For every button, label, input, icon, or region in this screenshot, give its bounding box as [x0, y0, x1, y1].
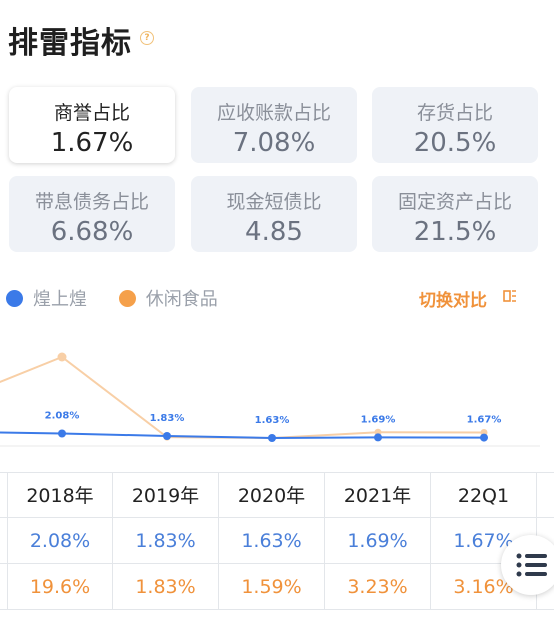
page-title: 排雷指标 [8, 26, 132, 61]
table-header-cell: 2021年 [325, 472, 431, 518]
table-edge-cell [0, 564, 8, 610]
table-edge-cell [537, 564, 554, 610]
card-value: 21.5% [413, 217, 497, 247]
table-cell-series2: 3.23% [325, 564, 431, 610]
series1-data-label: 1.63% [255, 415, 290, 426]
card-value: 6.68% [50, 217, 134, 247]
series-line-休闲食品 [0, 355, 485, 440]
series-line-煌上煌 [0, 431, 485, 440]
chart-legend: 煌上煌 休闲食品 [6, 285, 218, 311]
card-fixed-assets-ratio[interactable]: 固定资产占比 21.5% [372, 176, 538, 252]
table-cell-series1: 1.83% [113, 518, 219, 564]
legend-series2-label[interactable]: 休闲食品 [145, 289, 218, 310]
card-value: 1.67% [50, 128, 134, 158]
table-edge-cell [0, 518, 8, 564]
card-value: 7.08% [232, 128, 316, 158]
legend-dot-icon [6, 290, 23, 307]
float-menu-button[interactable] [501, 535, 554, 595]
table-edge-cell [0, 472, 8, 518]
card-label: 应收账款占比 [216, 102, 331, 124]
series2-point [57, 352, 67, 362]
table-cell-series1: 2.08% [8, 518, 113, 564]
series1-data-label: 1.67% [467, 415, 502, 426]
series1-data-label: 1.83% [150, 413, 185, 424]
card-label: 存货占比 [416, 102, 493, 124]
legend-series1-label[interactable]: 煌上煌 [33, 289, 87, 310]
question-circle-icon[interactable]: ? [140, 31, 154, 45]
series1-point [268, 434, 276, 442]
table-cell-series1: 1.69% [325, 518, 431, 564]
card-receivables-ratio[interactable]: 应收账款占比 7.08% [191, 87, 357, 163]
card-cash-short-debt-ratio[interactable]: 现金短债比 4.85 [191, 176, 357, 252]
card-interest-debt-ratio[interactable]: 带息债务占比 6.68% [9, 176, 175, 252]
card-label: 带息债务占比 [34, 191, 149, 213]
series1-data-label: 1.69% [361, 414, 396, 425]
table-cell-series2: 1.59% [219, 564, 325, 610]
table-edge-cell [537, 472, 554, 518]
series1-data-label: 2.08% [45, 411, 80, 422]
line-chart: 2.08% 1.83% 1.63% 1.69% 1.67% [0, 352, 540, 447]
table-header-cell: 2018年 [8, 472, 113, 518]
table-cell-series2: 1.83% [113, 564, 219, 610]
table-cell-series1: 1.63% [219, 518, 325, 564]
series1-point [58, 429, 66, 438]
card-label: 固定资产占比 [397, 191, 512, 213]
legend-dot-icon [118, 290, 136, 307]
card-value: 20.5% [413, 128, 497, 158]
card-label: 商誉占比 [53, 102, 130, 124]
series1-point [163, 432, 171, 440]
switch-compare-icon[interactable] [502, 288, 518, 304]
table-cell-series2: 19.6% [8, 564, 113, 610]
table-header-cell: 22Q1 [431, 472, 537, 518]
card-value: 4.85 [245, 217, 303, 247]
card-inventory-ratio[interactable]: 存货占比 20.5% [372, 87, 538, 163]
card-goodwill-ratio[interactable]: 商誉占比 1.67% [9, 87, 175, 163]
card-label: 现金短债比 [226, 191, 322, 213]
series1-point [374, 433, 382, 442]
table-header-cell: 2020年 [219, 472, 325, 518]
series1-point [480, 433, 488, 442]
list-menu-icon [516, 553, 547, 577]
switch-compare-button[interactable]: 切换对比 [419, 291, 487, 311]
table-header-cell: 2019年 [113, 472, 219, 518]
